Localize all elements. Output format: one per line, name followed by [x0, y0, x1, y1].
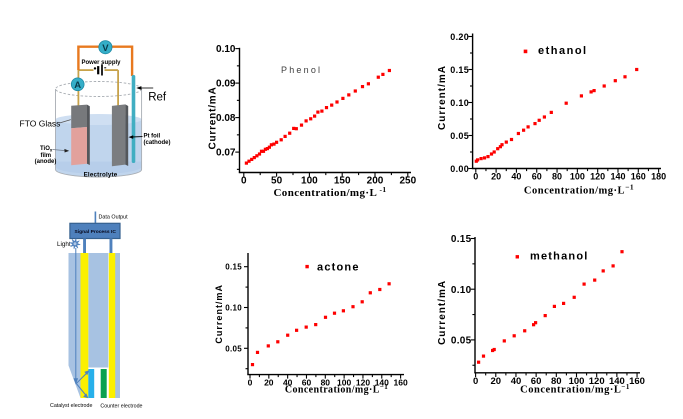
- svg-text:0.08: 0.08: [216, 113, 236, 124]
- svg-text:0.09: 0.09: [216, 79, 236, 90]
- svg-text:Counter electrode: Counter electrode: [100, 404, 142, 410]
- svg-text:Data Output: Data Output: [99, 214, 129, 220]
- svg-text:Catalyst electrode: Catalyst electrode: [50, 403, 92, 409]
- svg-text:200: 200: [367, 176, 384, 187]
- svg-text:Phenol: Phenol: [281, 65, 322, 75]
- svg-text:50: 50: [271, 176, 283, 187]
- svg-text:100: 100: [570, 171, 585, 181]
- svg-text:0.07: 0.07: [216, 148, 236, 159]
- svg-text:120: 120: [589, 376, 605, 387]
- svg-text:Concentration/mg·L−1: Concentration/mg·L−1: [520, 383, 630, 396]
- svg-text:A: A: [74, 80, 81, 91]
- svg-text:140: 140: [375, 378, 389, 388]
- svg-text:250: 250: [399, 176, 416, 187]
- svg-text:0.10: 0.10: [450, 98, 469, 108]
- svg-text:20: 20: [491, 171, 501, 181]
- svg-text:0.10: 0.10: [225, 304, 242, 313]
- svg-text:0.10: 0.10: [451, 285, 472, 296]
- svg-text:0.10: 0.10: [216, 44, 236, 55]
- svg-text:(cathode): (cathode): [144, 140, 171, 146]
- svg-text:FTO Glass: FTO Glass: [20, 119, 61, 129]
- svg-text:100: 100: [301, 176, 318, 187]
- svg-text:Concentration/mg·L−1: Concentration/mg·L−1: [285, 383, 388, 396]
- svg-text:20: 20: [264, 378, 274, 388]
- svg-text:40: 40: [283, 378, 293, 388]
- svg-text:160: 160: [629, 376, 645, 387]
- svg-text:Ref: Ref: [148, 92, 167, 104]
- svg-text:100: 100: [569, 376, 585, 387]
- svg-text:140: 140: [610, 171, 625, 181]
- svg-text:0: 0: [241, 176, 247, 187]
- svg-text:150: 150: [334, 176, 351, 187]
- svg-text:80: 80: [551, 376, 562, 387]
- svg-text:0: 0: [248, 378, 253, 388]
- svg-text:0.15: 0.15: [451, 234, 472, 245]
- svg-text:0.15: 0.15: [225, 263, 242, 272]
- svg-text:Current/mA: Current/mA: [214, 284, 224, 344]
- svg-text:Concentration/mg·L−1: Concentration/mg·L−1: [524, 183, 634, 197]
- svg-text:0.00: 0.00: [450, 164, 469, 174]
- svg-text:0.15: 0.15: [450, 65, 469, 75]
- svg-text:Electrolyte: Electrolyte: [84, 172, 118, 179]
- svg-text:0.05: 0.05: [450, 131, 469, 141]
- svg-text:60: 60: [302, 378, 312, 388]
- svg-text:160: 160: [394, 378, 408, 388]
- svg-text:Pt foil: Pt foil: [144, 133, 161, 139]
- svg-text:Current/mA: Current/mA: [437, 65, 448, 130]
- svg-text:180: 180: [651, 171, 666, 181]
- svg-text:40: 40: [511, 376, 522, 387]
- svg-text:20: 20: [491, 376, 502, 387]
- svg-text:Concentration/mg·L -1: Concentration/mg·L -1: [273, 185, 386, 199]
- svg-text:0.20: 0.20: [450, 32, 469, 42]
- svg-text:0.05: 0.05: [451, 336, 472, 347]
- svg-text:100: 100: [337, 378, 351, 388]
- svg-text:V: V: [102, 43, 109, 54]
- svg-text:120: 120: [590, 171, 605, 181]
- svg-text:methanol: methanol: [530, 251, 589, 263]
- svg-text:TiOx: TiOx: [40, 146, 53, 152]
- svg-text:140: 140: [609, 376, 625, 387]
- svg-text:Light: Light: [57, 241, 71, 248]
- svg-text:0.05: 0.05: [225, 344, 242, 353]
- svg-text:film: film: [40, 153, 51, 159]
- svg-text:80: 80: [552, 171, 562, 181]
- svg-text:0: 0: [473, 376, 478, 387]
- svg-text:(anode): (anode): [35, 159, 57, 165]
- svg-text:Current/mA: Current/mA: [208, 86, 219, 149]
- svg-text:60: 60: [531, 376, 542, 387]
- svg-text:60: 60: [532, 171, 542, 181]
- svg-text:80: 80: [321, 378, 331, 388]
- svg-text:Current/mA: Current/mA: [437, 280, 448, 345]
- svg-text:ethanol: ethanol: [538, 45, 588, 57]
- svg-text:120: 120: [356, 378, 370, 388]
- svg-text:actone: actone: [317, 262, 360, 274]
- svg-text:Power supply: Power supply: [81, 60, 121, 66]
- svg-text:40: 40: [511, 171, 521, 181]
- svg-text:Signal Process IC: Signal Process IC: [75, 229, 117, 235]
- svg-text:160: 160: [631, 171, 646, 181]
- svg-text:0: 0: [473, 171, 478, 181]
